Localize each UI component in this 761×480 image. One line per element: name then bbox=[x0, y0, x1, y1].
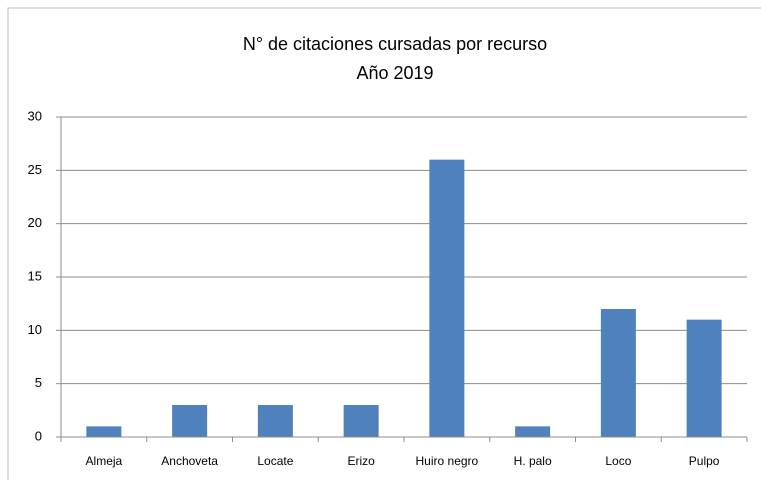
bar bbox=[515, 426, 551, 437]
chart-title: N° de citaciones cursadas por recurso bbox=[243, 34, 547, 54]
x-tick-label: Anchoveta bbox=[161, 454, 218, 468]
x-tick-label: Almeja bbox=[86, 454, 123, 468]
bar bbox=[257, 405, 293, 437]
x-tick-label: Locate bbox=[257, 454, 293, 468]
x-tick-label: Loco bbox=[605, 454, 631, 468]
x-tick-label: Erizo bbox=[347, 454, 375, 468]
bar bbox=[600, 309, 636, 437]
bar bbox=[343, 405, 379, 437]
y-tick-label: 20 bbox=[28, 215, 42, 230]
y-tick-label: 0 bbox=[35, 428, 42, 443]
x-tick-label: Pulpo bbox=[689, 454, 720, 468]
bar bbox=[86, 426, 122, 437]
y-tick-label: 10 bbox=[28, 322, 42, 337]
y-tick-label: 5 bbox=[35, 375, 42, 390]
chart-frame bbox=[7, 7, 761, 480]
x-tick-label: H. palo bbox=[514, 454, 552, 468]
y-tick-label: 30 bbox=[28, 108, 42, 123]
y-tick-label: 15 bbox=[28, 268, 42, 283]
bar bbox=[172, 405, 208, 437]
y-tick-label: 25 bbox=[28, 162, 42, 177]
x-tick-label: Huiro negro bbox=[416, 454, 479, 468]
bar bbox=[429, 159, 465, 437]
bar bbox=[686, 319, 722, 437]
chart-subtitle: Año 2019 bbox=[356, 63, 433, 83]
